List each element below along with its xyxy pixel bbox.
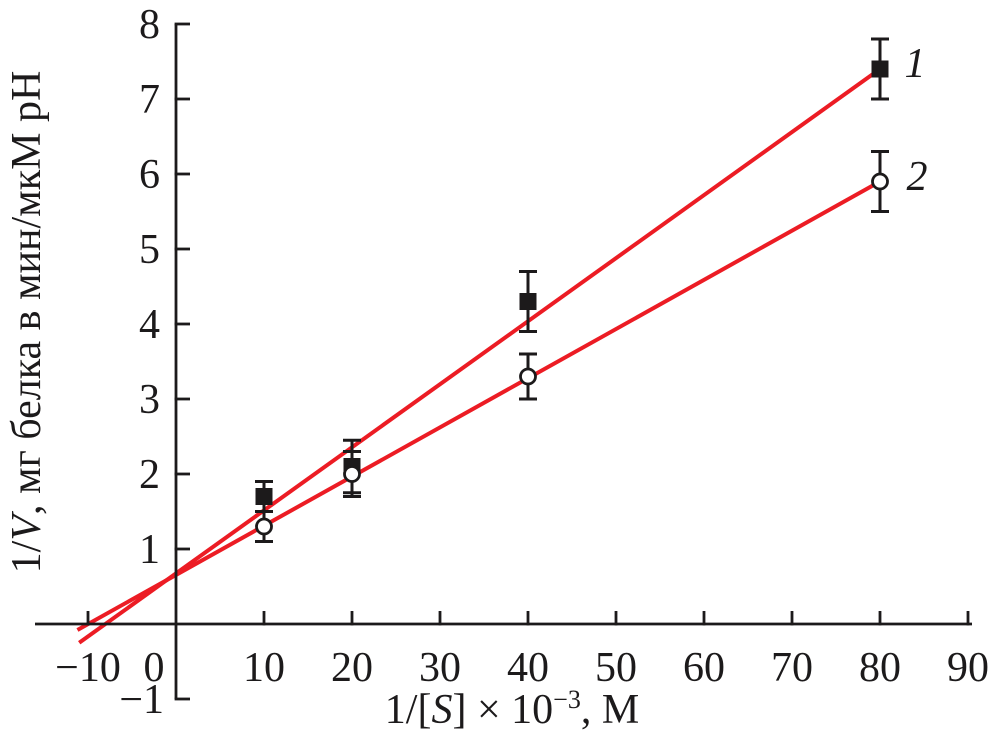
x-tick-label-40: 40	[507, 645, 549, 691]
y-tick-label-7: 7	[139, 77, 160, 123]
x-tick-label--10: −10	[55, 645, 121, 691]
y-tick-label-6: 6	[139, 152, 160, 198]
x-tick-label-90: 90	[947, 645, 989, 691]
fit-line-series-1	[78, 67, 882, 645]
marker-circle	[255, 517, 273, 536]
y-axis-label-part: 1/	[4, 540, 50, 574]
x-tick-label-70: 70	[771, 645, 813, 691]
x-tick-label-50: 50	[595, 645, 637, 691]
x-tick-label-0: 0	[144, 645, 165, 691]
marker-square	[871, 60, 889, 78]
y-tick-label-1: 1	[139, 527, 160, 573]
x-tick-label-80: 80	[859, 645, 901, 691]
x-tick-label-10: 10	[243, 645, 285, 691]
y-tick-label-8: 8	[139, 2, 160, 48]
y-axis-label-units: , мг белка в мин/мкМ pH	[4, 70, 50, 515]
x-tick-label-30: 30	[419, 645, 461, 691]
x-tick-label-60: 60	[683, 645, 725, 691]
x-axis-label-variable: S	[431, 687, 453, 733]
marker-circle	[519, 367, 537, 386]
marker-circle	[871, 172, 889, 191]
marker-square	[255, 488, 273, 505]
marker-circle	[343, 465, 361, 483]
marker-square	[519, 293, 537, 310]
y-tick-label-3: 3	[139, 377, 160, 423]
fit-line-series-2	[76, 179, 881, 632]
y-axis-label-variable: V	[4, 515, 50, 541]
series-2-label: 2	[906, 154, 928, 200]
series-1-label: 1	[904, 41, 926, 87]
y-tick-label-2: 2	[139, 452, 160, 498]
x-axis-label: 1/[S] × 10−3, M	[385, 686, 639, 734]
x-axis-label-part: ] × 10	[452, 687, 554, 733]
x-axis-label-units: , M	[580, 687, 640, 733]
y-axis-label: 1/V, мг белка в мин/мкМ pH	[3, 71, 51, 574]
y-tick-label--1: −1	[119, 677, 164, 723]
y-tick-label-5: 5	[139, 227, 160, 273]
y-tick-label-4: 4	[139, 302, 160, 348]
x-axis-label-exponent: −3	[553, 685, 581, 714]
x-tick-label-20: 20	[331, 645, 373, 691]
x-axis-label-part: 1/[	[384, 687, 432, 733]
